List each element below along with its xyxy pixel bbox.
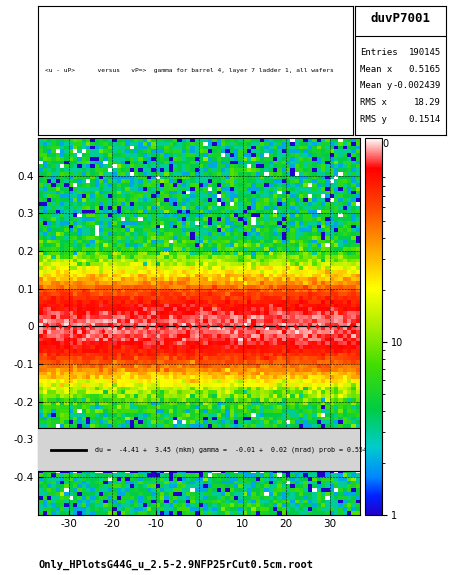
Text: RMS x: RMS x (360, 98, 387, 108)
Text: 0: 0 (382, 139, 389, 149)
Text: 0.1514: 0.1514 (409, 115, 441, 124)
Text: -0.002439: -0.002439 (392, 82, 441, 90)
Text: 18.29: 18.29 (414, 98, 441, 108)
Bar (38, 428, 360, 472)
Text: duvP7001: duvP7001 (370, 12, 431, 25)
Text: Mean y: Mean y (360, 82, 392, 90)
Text: 0.5165: 0.5165 (409, 64, 441, 74)
Text: Entries: Entries (360, 48, 398, 57)
Text: RMS y: RMS y (360, 115, 387, 124)
Text: 190145: 190145 (409, 48, 441, 57)
Text: Mean x: Mean x (360, 64, 392, 74)
Text: Only_HPlotsG44G_u_2.5-2.9NFP25rCut0.5cm.root: Only_HPlotsG44G_u_2.5-2.9NFP25rCut0.5cm.… (38, 560, 313, 570)
Text: <u - uP>      versus   vP=>  gamma for barrel 4, layer 7 ladder 1, all wafers: <u - uP> versus vP=> gamma for barrel 4,… (45, 68, 333, 73)
Text: du =  -4.41 +  3.45 (mkm) gamma =  -0.01 +  0.02 (mrad) prob = 0.554: du = -4.41 + 3.45 (mkm) gamma = -0.01 + … (95, 446, 367, 453)
